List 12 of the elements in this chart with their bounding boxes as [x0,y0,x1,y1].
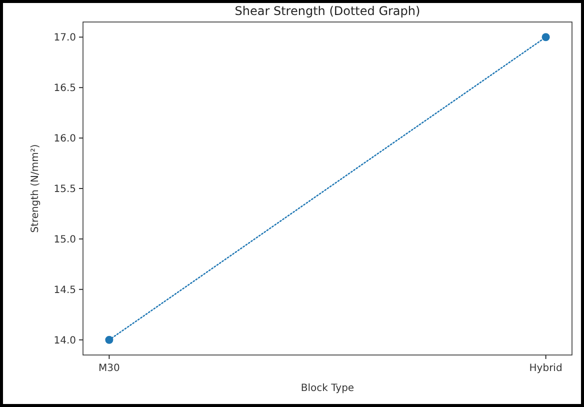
y-axis-title: Strength (N/mm²) [30,144,41,233]
x-tick-label: M30 [98,363,120,374]
y-tick-label: 15.5 [54,184,76,195]
y-tick-label: 16.5 [54,83,76,94]
x-tick-label: Hybrid [529,363,562,374]
y-tick-label: 17.0 [54,32,76,44]
x-axis-title: Block Type [300,383,354,394]
y-tick-label: 16.0 [54,134,76,145]
y-tick-label: 15.0 [54,234,76,246]
y-tick-label: 14.5 [54,284,76,296]
chart-title: Shear Strength (Dotted Graph) [234,4,420,18]
y-tick-label: 14.0 [54,335,76,346]
